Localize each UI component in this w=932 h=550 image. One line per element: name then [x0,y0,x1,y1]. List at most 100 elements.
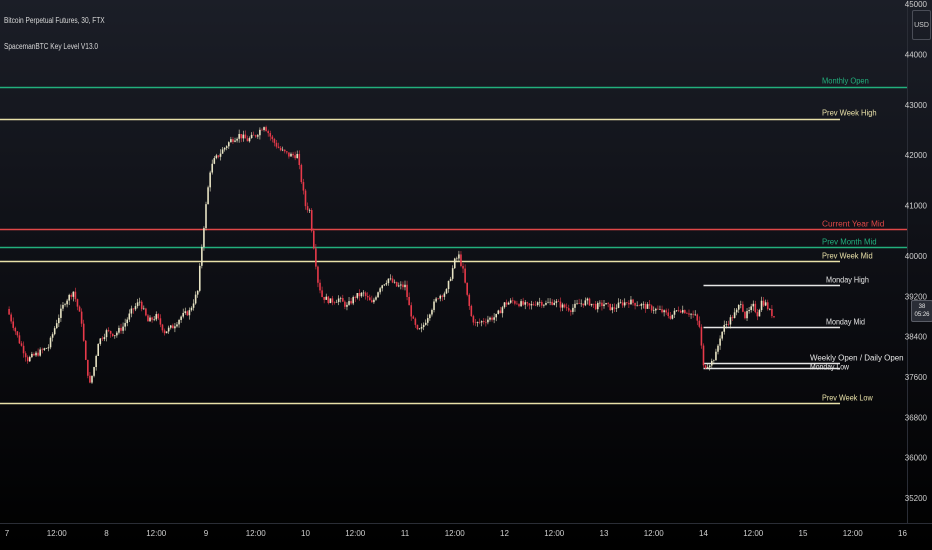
candle-body [611,307,614,311]
candle-body [290,153,292,157]
candle-body [211,163,214,173]
candle-body [586,298,589,301]
candle-body [462,266,464,269]
candle-body [505,302,508,305]
candle-body [686,313,688,314]
candle-body [178,319,180,325]
candle-body [530,304,533,306]
candle-body [124,323,126,327]
time-axis-tick: 12:00 [246,529,267,538]
candle-body [642,303,645,305]
candle-body [315,248,317,267]
candle-body [381,285,383,289]
candle-body [346,304,348,307]
candle-body [265,127,267,132]
candle-body [727,324,730,325]
candle-body [190,307,193,311]
candle-body [541,301,543,306]
candle-body [673,310,676,315]
candle-body [319,282,321,291]
candle-body [254,135,257,137]
candle-body [412,316,415,319]
candle-body [385,283,388,285]
candle-body [499,310,502,314]
candle-body [758,310,761,317]
candle-body [172,325,174,329]
time-axis-tick: 13 [600,529,609,538]
candle-body [250,134,253,139]
candle-body [485,321,487,323]
candle-body [99,338,102,344]
candle-body [196,290,199,295]
candle-body [526,302,529,304]
candle-body [49,337,52,348]
price-axis-tick: 36800 [905,413,928,422]
candle-body [78,306,81,312]
candle-body [136,302,139,307]
candle-body [719,338,721,346]
candle-body [259,129,261,136]
candle-body [22,345,25,354]
candle-body [174,326,176,329]
candle-body [147,315,149,322]
candle-body [422,324,425,328]
candle-body [228,142,230,147]
candle-body [439,295,442,299]
candle-body [325,296,328,300]
candle-body [773,316,775,318]
candle-body [472,316,475,323]
candle-body [333,302,336,304]
candle-body [257,135,259,137]
candle-body [754,303,757,313]
candle-body [261,129,263,131]
price-axis-tick: 36000 [905,454,928,463]
candle-body [570,310,572,312]
candle-body [223,147,226,150]
candle-body [242,134,245,139]
candle-body [339,298,342,299]
candle-body [408,296,410,306]
candle-body [95,355,97,368]
candle-body [89,375,91,383]
candle-body [93,367,95,376]
candle-body [103,337,106,340]
time-axis-tick: 11 [401,529,410,538]
candle-body [443,293,446,297]
candle-body [681,310,684,313]
candle-body [737,304,740,310]
currency-badge[interactable]: USD [912,10,931,40]
candle-body [263,127,265,130]
candle-body [567,308,570,311]
candle-body [750,306,752,310]
level-label: Weekly Open / Daily Open [810,354,904,363]
candle-body [671,314,674,319]
candle-body [113,335,116,337]
candle-body [458,254,460,259]
price-axis: 45000 44000 43000 42000 41000 40000 39200 38400… [905,0,928,503]
candle-body [294,155,296,159]
candle-body [302,182,305,191]
candle-body [468,294,471,306]
price-axis-tick: 39200 [905,292,928,301]
candle-body [155,314,158,320]
candle-body [20,343,23,346]
candle-body [601,302,603,307]
candle-body [536,302,539,306]
candle-body [331,298,334,303]
candle-body [433,301,435,311]
candle-body [379,288,381,293]
candle-body [151,317,153,320]
indicator-name[interactable]: SpacemanBTC Key Level V13.0 [4,42,99,51]
candle-body [389,278,392,280]
time-axis-tick: 12:00 [146,529,167,538]
candle-body [391,278,394,283]
candle-body [588,298,591,306]
candle-body [145,308,147,316]
candle-body [288,152,290,157]
time-axis-tick: 16 [898,529,907,538]
candle-body [628,302,630,305]
candle-body [132,308,135,310]
candle-body [232,139,234,142]
level-label: Monthly Open [822,77,869,86]
